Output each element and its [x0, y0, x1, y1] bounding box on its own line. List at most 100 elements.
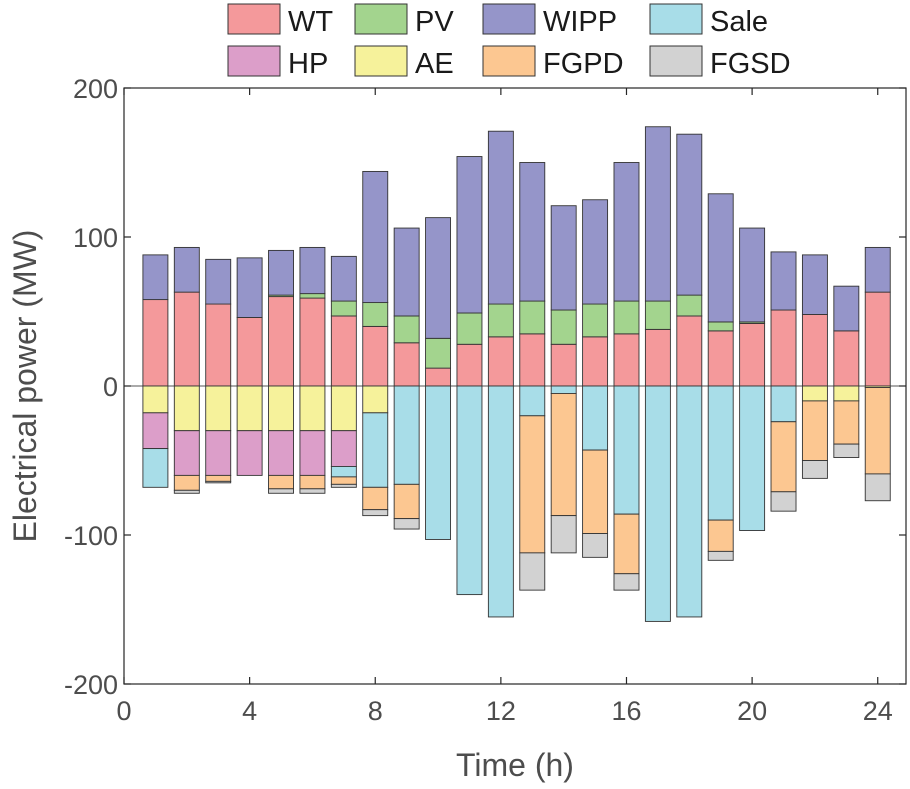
bar-wipp-h6	[299, 246, 326, 295]
bar-wt-h22	[801, 314, 828, 387]
bar-wt-h4	[236, 317, 263, 387]
bar-pv-h12	[487, 303, 514, 338]
bar-fgpd-h6	[299, 474, 326, 490]
bar-fgpd-h24	[864, 387, 891, 475]
bar-wt-h9	[393, 342, 420, 387]
bar-sale-h20	[739, 385, 766, 531]
y-tick-label: 200	[73, 74, 118, 104]
bar-fgsd-h7	[330, 483, 357, 488]
bar-pv-h7	[330, 300, 357, 317]
bar-pv-h13	[519, 300, 546, 335]
legend-swatch-sale	[649, 3, 703, 35]
x-tick-label: 16	[611, 696, 641, 726]
bar-sale-h18	[676, 385, 703, 618]
bar-fgpd-h23	[833, 400, 860, 445]
bar-fgpd-h8	[362, 486, 389, 511]
bar-wipp-h23	[833, 285, 860, 332]
bar-wipp-h1	[142, 254, 169, 301]
bar-pv-h18	[676, 294, 703, 317]
legend-swatch-ae	[354, 45, 408, 77]
bar-hp-h3	[205, 430, 232, 476]
bar-sale-h7	[330, 466, 357, 478]
bar-wipp-h20	[739, 227, 766, 323]
bar-sale-h10	[425, 385, 452, 540]
bar-wipp-h13	[519, 162, 546, 302]
bar-wipp-h5	[268, 249, 294, 296]
bar-wt-h13	[519, 333, 546, 387]
bar-wipp-h10	[425, 217, 452, 339]
x-tick-label: 8	[368, 696, 383, 726]
bar-fgsd-h3	[205, 480, 232, 484]
bar-fgsd-h13	[519, 552, 546, 591]
bar-ae-h23	[833, 385, 860, 402]
bar-pv-h6	[299, 293, 326, 299]
bar-fgsd-h19	[707, 550, 734, 561]
bar-ae-h22	[801, 385, 828, 402]
bar-fgpd-h15	[582, 449, 609, 534]
bar-fgsd-h8	[362, 509, 389, 517]
bar-hp-h1	[142, 412, 169, 450]
bar-fgsd-h23	[833, 443, 860, 458]
bar-wt-h23	[833, 330, 860, 387]
bar-wt-h7	[330, 315, 357, 387]
bar-wt-h3	[205, 303, 232, 387]
bar-sale-h8	[362, 412, 389, 488]
bar-wt-h21	[770, 309, 797, 387]
bar-ae-h5	[268, 385, 294, 432]
bar-sale-h1	[142, 448, 169, 488]
y-tick-label: -200	[64, 670, 118, 700]
bar-wt-h1	[142, 299, 169, 387]
bar-wt-h8	[362, 325, 389, 387]
bar-fgpd-h3	[205, 474, 232, 482]
bar-wipp-h7	[330, 255, 357, 302]
bar-pv-h19	[707, 321, 734, 332]
bar-wt-h17	[644, 328, 671, 387]
bar-pv-h16	[613, 300, 640, 335]
y-tick-label: 0	[103, 372, 118, 402]
bar-pv-h10	[425, 337, 452, 369]
bar-wipp-h17	[644, 126, 671, 302]
bar-wt-h6	[299, 297, 326, 387]
bar-fgsd-h16	[613, 573, 640, 591]
bar-hp-h5	[268, 430, 294, 476]
bar-fgpd-h19	[707, 519, 734, 552]
bar-fgpd-h16	[613, 513, 640, 575]
bar-wt-h16	[613, 333, 640, 387]
y-tick-label: -100	[64, 521, 118, 551]
legend-swatch-pv	[354, 3, 408, 35]
y-axis: -200 -100 0 100 200	[64, 74, 906, 700]
legend-label-wipp: WIPP	[543, 6, 617, 38]
bar-wt-h15	[582, 336, 609, 387]
x-axis: 0 4 8 12 16 20 24	[116, 88, 893, 726]
legend-label-hp: HP	[288, 48, 328, 80]
bar-wt-h14	[550, 343, 577, 387]
legend-swatch-wipp	[482, 3, 536, 35]
bar-fgsd-h21	[770, 491, 797, 512]
bar-wipp-h24	[864, 246, 891, 293]
bar-ae-h7	[330, 385, 357, 432]
bar-wipp-h11	[456, 156, 483, 314]
bar-sale-h16	[613, 385, 640, 515]
bar-wipp-h15	[582, 199, 609, 305]
bar-fgsd-h24	[864, 473, 891, 502]
bar-wipp-h18	[676, 133, 703, 296]
bar-wt-h12	[487, 336, 514, 387]
bar-ae-h2	[173, 385, 200, 432]
bar-fgpd-h14	[550, 393, 577, 517]
bar-fgpd-h13	[519, 415, 546, 554]
bar-sale-h9	[393, 385, 420, 485]
legend-swatch-hp	[227, 45, 281, 77]
legend-label-fgpd: FGPD	[543, 48, 624, 80]
bar-wt-h10	[425, 367, 452, 387]
legend-label-fgsd: FGSD	[710, 48, 791, 80]
bar-ae-h4	[236, 385, 263, 432]
bar-wt-h19	[707, 330, 734, 387]
bar-sale-h11	[456, 385, 483, 596]
bar-pv-h8	[362, 302, 389, 327]
bar-fgpd-h21	[770, 421, 797, 493]
legend-swatch-fgsd	[649, 45, 703, 77]
bar-fgsd-h14	[550, 515, 577, 554]
bar-wipp-h16	[613, 162, 640, 302]
bar-wipp-h8	[362, 170, 389, 304]
